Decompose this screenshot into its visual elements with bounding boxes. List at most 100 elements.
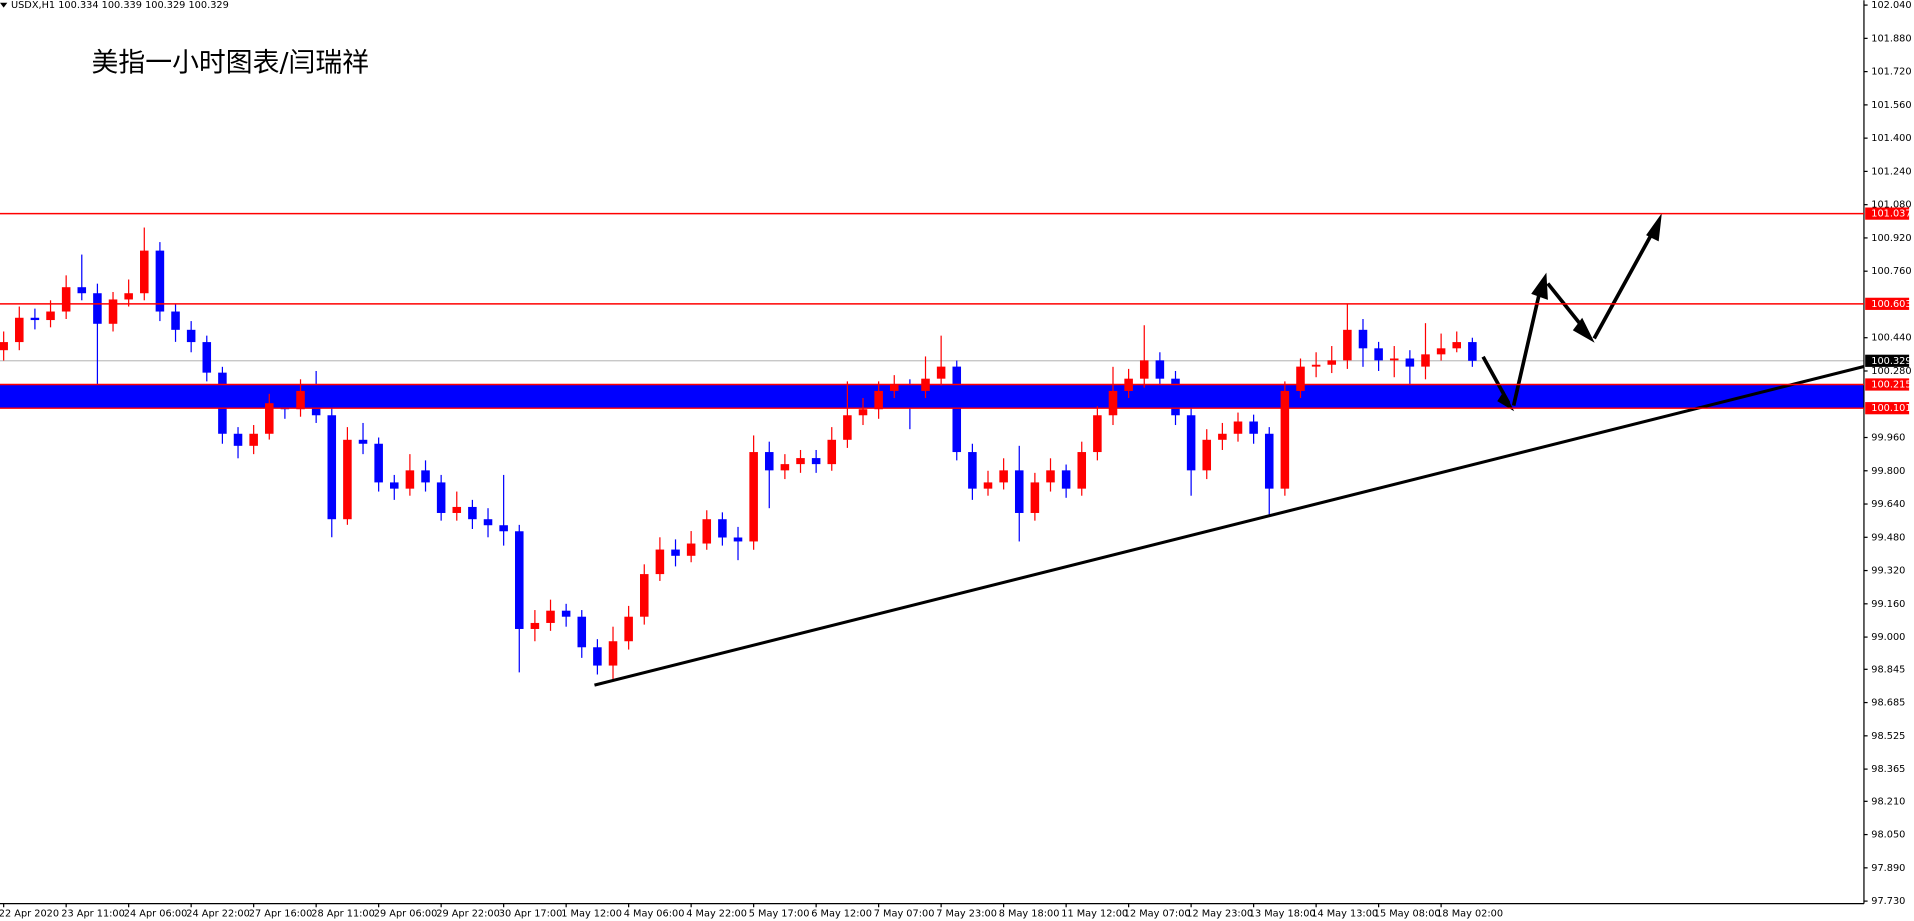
candle-body [1296, 366, 1305, 391]
candle-body [1155, 360, 1165, 379]
x-tick-label: 13 May 18:00 [1249, 908, 1316, 919]
trend-line [594, 365, 1865, 687]
candle-body [405, 470, 415, 489]
level-label-box [1865, 297, 1910, 310]
y-tick-label: 97.890 [1871, 863, 1905, 874]
candle-body [1014, 470, 1024, 513]
y-tick-label: 101.560 [1871, 100, 1911, 111]
candle-body [1468, 342, 1477, 361]
y-tick-label: 101.400 [1871, 133, 1911, 144]
candle-body [843, 415, 852, 440]
y-tick-label: 98.525 [1871, 731, 1905, 742]
y-tick-label: 101.720 [1871, 67, 1911, 78]
candle-body [718, 519, 727, 538]
x-tick-label: 23 Apr 11:00 [61, 908, 125, 919]
x-tick-label: 1 May 12:00 [561, 908, 622, 919]
x-tick-label: 15 May 08:00 [1374, 908, 1441, 919]
candle-body [1264, 433, 1274, 489]
candle-body [1280, 390, 1290, 489]
candle-body [436, 482, 446, 513]
level-label: 100.101 [1871, 403, 1911, 414]
x-tick-label: 14 May 13:00 [1311, 908, 1378, 919]
level-label-box [1865, 402, 1910, 415]
support-zone [0, 384, 1864, 409]
candle-body [468, 506, 477, 520]
candle-body [1389, 358, 1399, 361]
candle-body [796, 458, 805, 465]
y-tick-label: 99.320 [1871, 566, 1905, 577]
candle-body [858, 409, 868, 416]
candle-body [280, 403, 290, 410]
y-tick-label: 100.280 [1871, 366, 1911, 377]
candle-body [311, 390, 321, 416]
candle-body [874, 390, 883, 410]
candle-body [764, 452, 774, 471]
candle-body [561, 610, 571, 617]
candle-body [421, 470, 430, 483]
candle-body [546, 610, 555, 623]
candle-body [952, 366, 962, 453]
y-tick-label: 100.920 [1871, 233, 1911, 244]
candle-body [1171, 378, 1180, 416]
x-tick-label: 24 Apr 22:00 [186, 908, 250, 919]
candle-body [46, 311, 55, 321]
candle-body [1421, 354, 1430, 367]
level-label-box [1865, 207, 1910, 220]
candle-body [968, 452, 977, 489]
candle-body [1452, 342, 1462, 349]
candle-body [624, 616, 633, 642]
candle-body [655, 549, 665, 575]
x-tick-label: 4 May 06:00 [624, 908, 685, 919]
y-tick-label: 100.440 [1871, 333, 1911, 344]
y-tick-label: 101.240 [1871, 166, 1911, 177]
candle-body [390, 482, 399, 489]
candle-body [218, 372, 227, 434]
candle-body [1311, 364, 1321, 367]
candle-body [140, 250, 149, 294]
y-tick-label: 102.040 [1871, 0, 1911, 11]
x-tick-label: 30 Apr 17:00 [499, 908, 563, 919]
y-tick-label: 99.480 [1871, 532, 1905, 543]
candle-body [1093, 415, 1102, 453]
candle-body [530, 622, 540, 629]
candle-body [61, 287, 71, 312]
candle-body [514, 531, 524, 629]
candle-body [1139, 360, 1149, 379]
candle-body [374, 443, 383, 483]
candle-body [265, 403, 274, 434]
candle-body [124, 293, 133, 300]
candle-body [1061, 470, 1071, 489]
forecast-arrowheads [1497, 213, 1662, 412]
candle-body [1030, 482, 1040, 513]
y-tick-label: 99.800 [1871, 466, 1905, 477]
candle-body [608, 641, 618, 666]
current-price-box [1865, 354, 1910, 367]
x-tick-label: 24 Apr 06:00 [124, 908, 188, 919]
y-tick-label: 98.845 [1871, 664, 1905, 675]
candle-body [483, 519, 493, 526]
candle-body [733, 537, 743, 542]
candle-body [905, 384, 915, 391]
candle-body [1405, 358, 1415, 367]
x-tick-label: 5 May 17:00 [749, 908, 810, 919]
candle-body [233, 433, 243, 446]
x-tick-label: 28 Apr 11:00 [311, 908, 375, 919]
candle-body [749, 452, 758, 542]
candle-body [343, 439, 352, 520]
x-tick-label: 18 May 02:00 [1436, 908, 1503, 919]
candle-body [1186, 415, 1196, 471]
candle-body [171, 311, 180, 330]
annotation: 美指一小时图表/闫瑞祥 [92, 47, 369, 78]
y-tick-label: 101.080 [1871, 200, 1911, 211]
plot-layer [0, 227, 1864, 681]
candle-body [1077, 452, 1087, 489]
candle-body [15, 317, 24, 343]
candle-body [93, 293, 102, 324]
level-label: 101.037 [1871, 209, 1911, 220]
candle-body [702, 519, 712, 544]
candle-body [811, 458, 821, 465]
candle-body [780, 464, 790, 471]
candle-body [155, 250, 165, 312]
x-tick-label: 7 May 23:00 [936, 908, 997, 919]
